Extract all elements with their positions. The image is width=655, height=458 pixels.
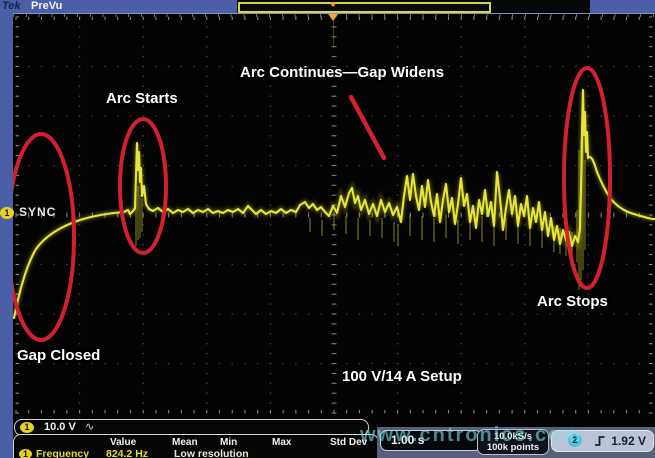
annotation-arc-starts: Arc Starts — [106, 90, 178, 107]
timebase-readout: 1.00 s — [380, 430, 482, 451]
arc-starts-ellipse — [118, 117, 168, 255]
acquisition-mode-label: PreVu — [31, 0, 63, 12]
measurement-header-mean: Mean — [172, 437, 198, 448]
channel-1-position-marker-front: 1 — [0, 207, 14, 219]
measurement-name: Frequency — [36, 448, 90, 458]
rising-edge-icon — [595, 436, 605, 446]
measurement-row: 1 Frequency 824.2 Hz Low resolution — [14, 448, 378, 458]
trigger-level-value: 1.92 V — [611, 434, 646, 448]
channel-1-scale: 10.0 V — [44, 421, 76, 433]
watermark-text: www.cntronics.com — [360, 424, 583, 446]
graticule-top-ruler — [13, 13, 655, 14]
measurement-note: Low resolution — [174, 448, 249, 458]
trigger-time-marker-icon — [328, 14, 338, 21]
arc-stops-ellipse — [562, 66, 612, 290]
record-length: 100k points — [486, 442, 540, 453]
sample-rate: 10.0kS/s — [493, 431, 533, 442]
coupling-ac-icon: ∿ — [85, 420, 95, 433]
annotation-setup: 100 V/14 A Setup — [342, 368, 462, 385]
measurement-channel-badge: 1 — [19, 449, 32, 458]
waveform-trace — [12, 88, 655, 320]
annotation-arc-continues: Arc Continues—Gap Widens — [240, 64, 445, 81]
measurement-value: 824.2 Hz — [106, 448, 149, 458]
gap-closed-ellipse — [6, 132, 76, 342]
tek-logo: Tek — [2, 0, 21, 12]
channel-1-badge: 1 — [20, 422, 34, 433]
channel-2-badge: 2 — [568, 434, 582, 447]
trigger-readout: 2 1.92 V — [551, 430, 654, 452]
left-menu-strip — [0, 13, 13, 458]
acquisition-window-bar — [238, 2, 491, 13]
trigger-position-marker-icon — [329, 2, 337, 7]
channel-sync-label: SYNC — [19, 205, 57, 219]
trigger-time-line — [333, 21, 334, 47]
measurement-panel: Value Mean Min Max Std Dev 1 Frequency 8… — [13, 434, 379, 458]
measurement-header-value: Value — [110, 437, 137, 448]
acquisition-preview-zone — [237, 0, 590, 13]
annotation-arc-stops: Arc Stops — [537, 293, 608, 310]
acquisition-readout: 10.0kS/s 100k points — [477, 429, 549, 455]
annotation-gap-closed: Gap Closed — [17, 347, 101, 364]
arc-continues-pointer-line — [348, 94, 387, 161]
titlebar: Tek PreVu — [0, 0, 655, 13]
measurement-header-stddev: Std Dev — [330, 437, 368, 448]
measurement-header-min: Min — [220, 437, 238, 448]
measurement-header-max: Max — [272, 437, 292, 448]
